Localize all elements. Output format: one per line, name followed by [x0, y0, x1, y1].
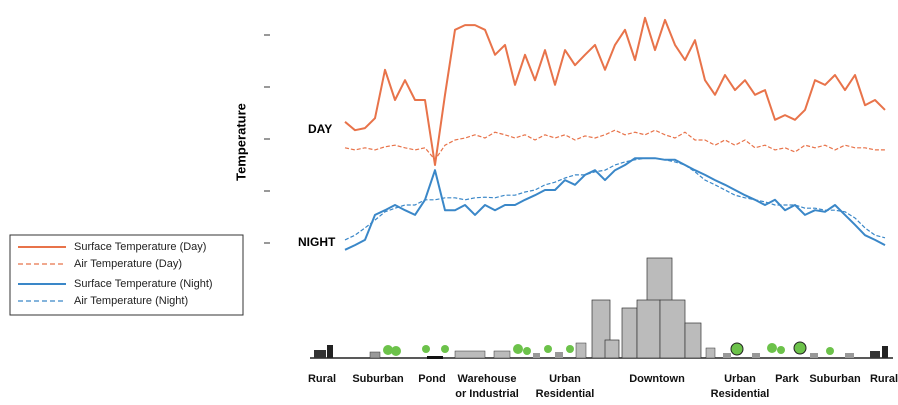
legend-label: Air Temperature (Night) — [74, 295, 188, 307]
zone-label: Park — [775, 373, 800, 385]
series-line — [345, 158, 885, 250]
zone-label: Residential — [536, 388, 595, 400]
city-silhouette — [310, 258, 893, 359]
chart: Temperature DAY NIGHT Surface Temperatur… — [0, 0, 898, 400]
day-label: DAY — [308, 122, 332, 136]
zone-label: Residential — [711, 388, 770, 400]
legend-label: Surface Temperature (Day) — [74, 241, 206, 253]
series-line — [345, 18, 885, 165]
legend-label: Surface Temperature (Night) — [74, 278, 213, 290]
series-line — [345, 130, 885, 160]
zone-label: Pond — [418, 373, 446, 385]
zone-label: Downtown — [629, 373, 685, 385]
zone-label: Suburban — [809, 373, 861, 385]
zone-label: Warehouse — [458, 373, 517, 385]
zone-label: Rural — [870, 373, 898, 385]
zone-label: Urban — [549, 373, 581, 385]
zone-label: Suburban — [352, 373, 404, 385]
night-label: NIGHT — [298, 235, 336, 249]
legend-label: Air Temperature (Day) — [74, 258, 182, 270]
zone-label: or Industrial — [455, 388, 519, 400]
zone-label: Urban — [724, 373, 756, 385]
y-axis-label: Temperature — [233, 103, 248, 181]
zone-label: Rural — [308, 373, 336, 385]
